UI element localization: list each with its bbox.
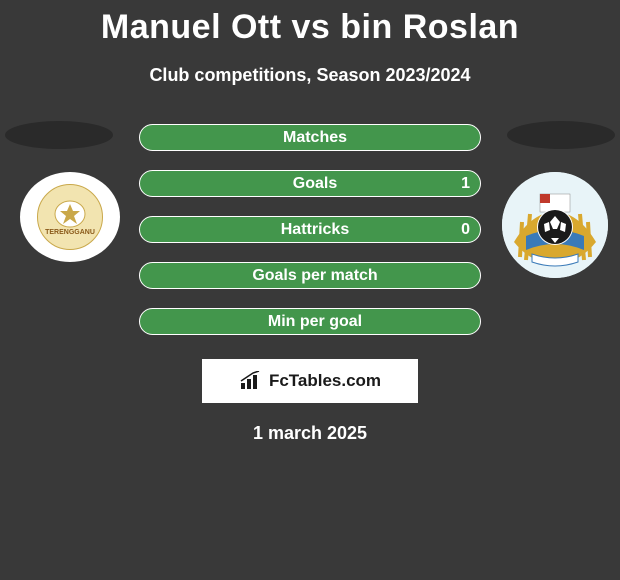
stat-row-goals-per-match: Goals per match (139, 262, 481, 289)
stat-label: Hattricks (281, 221, 349, 239)
stat-value-right: 1 (461, 175, 470, 193)
crest-shadow-left (5, 121, 113, 149)
crest-shadow-right (507, 121, 615, 149)
stat-rows: Matches Goals 1 Hattricks 0 Goals per ma… (139, 124, 481, 335)
stat-value-right: 0 (461, 221, 470, 239)
bar-chart-icon (239, 371, 265, 391)
branding-text: FcTables.com (269, 371, 381, 391)
page-subtitle: Club competitions, Season 2023/2024 (0, 65, 620, 86)
crest-left-inner: TERENGGANU (37, 184, 103, 250)
stat-row-goals: Goals 1 (139, 170, 481, 197)
branding-box: FcTables.com (202, 359, 418, 403)
terengganu-crest: TERENGGANU (20, 172, 120, 262)
stat-row-min-per-goal: Min per goal (139, 308, 481, 335)
comparison-container: TERENGGANU Matches Goals 1 (0, 124, 620, 444)
crest-left-text: TERENGGANU (45, 229, 95, 236)
stat-row-matches: Matches (139, 124, 481, 151)
footer-date: 1 march 2025 (0, 423, 620, 444)
stat-label: Goals per match (252, 267, 377, 285)
stat-row-hattricks: Hattricks 0 (139, 216, 481, 243)
crest-right-emblem-icon (502, 172, 608, 278)
page-title: Manuel Ott vs bin Roslan (0, 0, 620, 47)
sabah-fa-crest (502, 172, 608, 278)
stat-label: Min per goal (268, 313, 362, 331)
crest-left-emblem-icon (50, 199, 90, 229)
stat-label: Matches (283, 129, 347, 147)
stat-label: Goals (293, 175, 337, 193)
